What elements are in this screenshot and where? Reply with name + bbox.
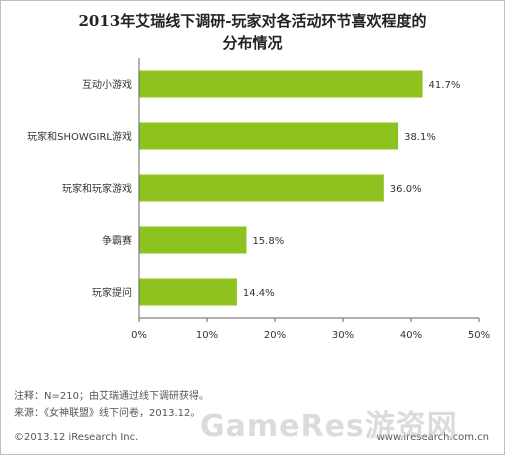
- x-tick-label-0: 0%: [131, 330, 147, 341]
- chart-title: 2013年艾瑞线下调研-玩家对各活动环节喜欢程度的 分布情况: [0, 10, 505, 54]
- note-line: 注释：N=210；由艾瑞通过线下调研获得。: [14, 391, 209, 402]
- x-tick-label-1: 10%: [196, 330, 218, 341]
- category-label-1: 玩家和SHOWGIRL游戏: [27, 130, 132, 143]
- value-label-0: 41.7%: [429, 80, 461, 91]
- bar-2: [139, 174, 384, 202]
- bar-3: [139, 226, 247, 254]
- chart-notes: 注释：N=210；由艾瑞通过线下调研获得。 来源：《女神联盟》线下问卷，2013…: [14, 388, 209, 422]
- website-text: www.iresearch.com.cn: [376, 432, 489, 443]
- x-tick-label-3: 30%: [332, 330, 354, 341]
- category-label-0: 互动小游戏: [82, 78, 132, 91]
- category-label-2: 玩家和玩家游戏: [62, 182, 132, 195]
- value-label-2: 36.0%: [390, 184, 422, 195]
- category-label-4: 玩家提问: [92, 286, 132, 299]
- x-tick-label-2: 20%: [264, 330, 286, 341]
- copyright-text: ©2013.12 iResearch Inc.: [14, 432, 139, 443]
- bar-4: [139, 278, 237, 306]
- x-tick-label-5: 50%: [468, 330, 490, 341]
- x-tick-label-4: 40%: [400, 330, 422, 341]
- bar-1: [139, 122, 399, 150]
- category-label-3: 争霸赛: [102, 234, 132, 247]
- value-label-1: 38.1%: [404, 132, 436, 143]
- bar-0: [139, 70, 423, 98]
- value-label-3: 15.8%: [252, 236, 284, 247]
- chart-title-line-1: 2013年艾瑞线下调研-玩家对各活动环节喜欢程度的: [78, 12, 427, 30]
- chart-title-line-2: 分布情况: [222, 34, 283, 52]
- watermark-logo: GameRes游资网: [200, 409, 458, 444]
- source-line: 来源：《女神联盟》线下问卷，2013.12。: [14, 408, 201, 419]
- value-label-4: 14.4%: [243, 288, 275, 299]
